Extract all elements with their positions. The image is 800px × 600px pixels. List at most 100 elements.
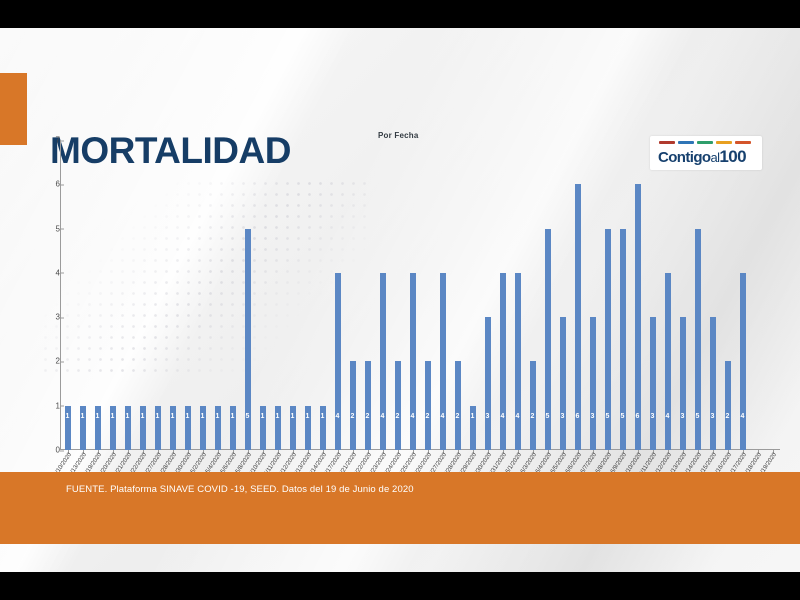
bar[interactable]: 1 (109, 405, 116, 450)
bar-slot[interactable]: 1 (210, 140, 225, 454)
bar[interactable]: 4 (739, 272, 746, 450)
bar-slot[interactable]: 1 (315, 140, 330, 454)
bar[interactable]: 1 (64, 405, 71, 450)
bar[interactable]: 1 (94, 405, 101, 450)
y-tick-mark (60, 184, 64, 186)
bar[interactable]: 3 (484, 317, 491, 450)
bar[interactable]: 1 (169, 405, 176, 450)
bar[interactable]: 3 (649, 317, 656, 450)
bar-slot[interactable]: 3 (645, 140, 660, 454)
bar-slot[interactable]: 4 (510, 140, 525, 454)
bar-slot[interactable]: 1 (165, 140, 180, 454)
bar[interactable]: 6 (634, 184, 641, 450)
bar-slot[interactable]: 4 (435, 140, 450, 454)
bar[interactable]: 4 (409, 272, 416, 450)
bar[interactable]: 4 (514, 272, 521, 450)
bar-slot[interactable]: 1 (135, 140, 150, 454)
bar-slot[interactable]: 1 (90, 140, 105, 454)
bar[interactable]: 5 (244, 228, 251, 450)
bar[interactable]: 2 (424, 361, 431, 450)
bar-slot[interactable]: 2 (360, 140, 375, 454)
bar-slot[interactable]: 1 (270, 140, 285, 454)
bar-slot[interactable]: 3 (480, 140, 495, 454)
bar-slot[interactable]: 2 (525, 140, 540, 454)
bar-slot[interactable]: 1 (60, 140, 75, 454)
bar-slot[interactable]: 3 (585, 140, 600, 454)
logo-bar-4 (735, 141, 751, 144)
bar-slot[interactable]: 1 (120, 140, 135, 454)
bar[interactable]: 1 (184, 405, 191, 450)
bar[interactable]: 2 (364, 361, 371, 450)
bar[interactable]: 5 (694, 228, 701, 450)
bar[interactable]: 5 (544, 228, 551, 450)
bar-slot[interactable]: 1 (180, 140, 195, 454)
bar[interactable]: 1 (199, 405, 206, 450)
bar[interactable]: 1 (469, 405, 476, 450)
bar[interactable]: 3 (679, 317, 686, 450)
bar-value-label: 2 (455, 413, 460, 420)
bar-slot[interactable]: 1 (195, 140, 210, 454)
bar-slot[interactable]: 3 (675, 140, 690, 454)
bar-slot[interactable]: 1 (285, 140, 300, 454)
bar[interactable]: 5 (619, 228, 626, 450)
bar[interactable]: 1 (154, 405, 161, 450)
bar-slot[interactable]: 2 (720, 140, 735, 454)
bar[interactable]: 4 (499, 272, 506, 450)
bar[interactable]: 2 (454, 361, 461, 450)
bar[interactable]: 4 (379, 272, 386, 450)
bar-slot[interactable] (765, 140, 780, 454)
bar-slot[interactable]: 4 (495, 140, 510, 454)
bar-slot[interactable]: 2 (420, 140, 435, 454)
bar-slot[interactable]: 1 (105, 140, 120, 454)
bar-slot[interactable]: 6 (570, 140, 585, 454)
bar-slot[interactable]: 1 (300, 140, 315, 454)
bar[interactable]: 1 (124, 405, 131, 450)
bar[interactable]: 1 (304, 405, 311, 450)
bar[interactable]: 5 (604, 228, 611, 450)
bar-slot[interactable]: 5 (690, 140, 705, 454)
bar[interactable]: 4 (664, 272, 671, 450)
bar-slot[interactable]: 1 (255, 140, 270, 454)
bar[interactable]: 1 (229, 405, 236, 450)
bar-slot[interactable]: 2 (450, 140, 465, 454)
bar[interactable]: 2 (394, 361, 401, 450)
bar-slot[interactable]: 2 (390, 140, 405, 454)
bar-slot[interactable]: 1 (150, 140, 165, 454)
bar[interactable]: 1 (139, 405, 146, 450)
bar-slot[interactable]: 5 (600, 140, 615, 454)
x-tick-mark (142, 450, 144, 454)
bar-value-label: 4 (335, 413, 340, 420)
bar[interactable]: 2 (349, 361, 356, 450)
bar-slot[interactable]: 3 (555, 140, 570, 454)
bar-slot[interactable]: 6 (630, 140, 645, 454)
bar-slot[interactable]: 4 (405, 140, 420, 454)
bar[interactable]: 1 (259, 405, 266, 450)
y-tick-mark (60, 450, 64, 451)
bar[interactable]: 1 (319, 405, 326, 450)
bar[interactable]: 1 (79, 405, 86, 450)
bar-slot[interactable]: 1 (225, 140, 240, 454)
bar[interactable]: 1 (214, 405, 221, 450)
bar[interactable]: 2 (529, 361, 536, 450)
bar-slot[interactable]: 4 (660, 140, 675, 454)
bar-slot[interactable]: 5 (540, 140, 555, 454)
bar-slot[interactable]: 1 (75, 140, 90, 454)
bar-slot[interactable]: 2 (345, 140, 360, 454)
bar[interactable]: 3 (709, 317, 716, 450)
bar-slot[interactable]: 5 (615, 140, 630, 454)
bar-slot[interactable]: 4 (330, 140, 345, 454)
bar-slot[interactable]: 1 (465, 140, 480, 454)
bar[interactable]: 4 (334, 272, 341, 450)
bar-slot[interactable] (750, 140, 765, 454)
bar[interactable]: 4 (439, 272, 446, 450)
bar-slot[interactable]: 5 (240, 140, 255, 454)
bar[interactable]: 6 (574, 184, 581, 450)
bar-slot[interactable]: 4 (375, 140, 390, 454)
bar-slot[interactable]: 3 (705, 140, 720, 454)
bar[interactable]: 3 (589, 317, 596, 450)
bar[interactable]: 2 (724, 361, 731, 450)
bar[interactable]: 1 (289, 405, 296, 450)
bar[interactable]: 1 (274, 405, 281, 450)
bar[interactable]: 3 (559, 317, 566, 450)
bar-slot[interactable]: 4 (735, 140, 750, 454)
